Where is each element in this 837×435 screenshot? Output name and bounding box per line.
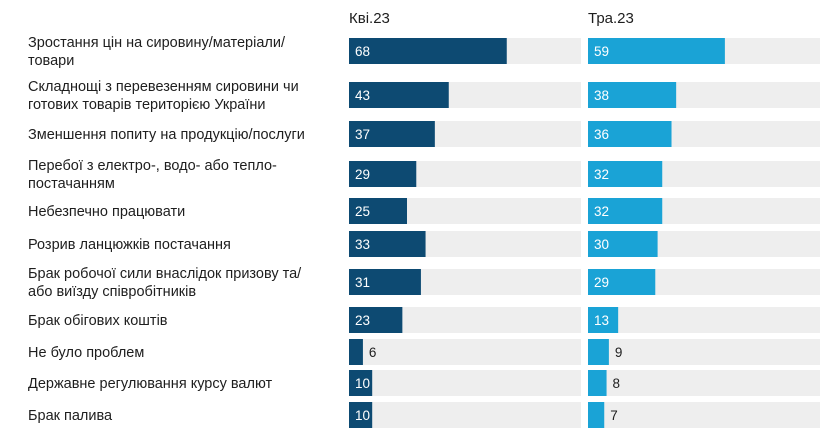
bar-track-s2-9 [588,339,820,365]
category-label-7-line-2: або виїзду співробітників [28,284,196,300]
bar-s2-5 [588,198,663,224]
data-label-s2-1: 59 [594,44,609,59]
data-label-s1-10: 10 [355,376,370,391]
bar-track-s2-8 [588,307,820,333]
category-label-2-line-2: готових товарів територією України [28,97,266,113]
category-label-10: Державне регулювання курсу валют [28,376,273,392]
bar-s2-11 [588,402,605,428]
bar-s2-3 [588,121,672,147]
data-label-s1-9: 6 [369,345,377,360]
data-label-s1-3: 37 [355,127,370,142]
data-label-s2-5: 32 [594,204,609,219]
bar-s1-5 [349,198,407,224]
bar-s2-6 [588,231,658,257]
bar-track-s2-10 [588,370,820,396]
category-label-9: Не було проблем [28,345,144,361]
category-label-6: Розрив ланцюжків постачання [28,237,231,253]
bar-s2-1 [588,38,725,64]
data-label-s1-11: 10 [355,408,370,423]
series-title-1: Кві.23 [349,10,390,27]
data-label-s2-7: 29 [594,275,609,290]
bar-s1-2 [349,82,449,108]
category-label-11: Брак палива [28,408,113,424]
category-label-8: Брак обігових коштів [28,313,168,329]
bar-s2-10 [588,370,607,396]
data-label-s2-9: 9 [615,345,623,360]
bar-s1-4 [349,161,417,187]
series-title-2: Тра.23 [588,10,634,27]
data-label-s2-4: 32 [594,167,609,182]
bar-s1-9 [349,339,363,365]
bar-s1-10 [349,370,373,396]
data-label-s2-3: 36 [594,127,609,142]
bar-s1-8 [349,307,403,333]
data-label-s1-5: 25 [355,204,370,219]
bar-s2-9 [588,339,609,365]
bar-s1-1 [349,38,507,64]
data-label-s1-7: 31 [355,275,370,290]
data-label-s1-8: 23 [355,313,370,328]
data-label-s2-8: 13 [594,313,609,328]
data-label-s2-10: 8 [613,376,621,391]
category-label-1-line-1: Зростання цін на сировину/матеріали/ [28,35,286,51]
bar-s2-8 [588,307,619,333]
category-label-7-line-1: Брак робочої сили внаслідок призову та/ [28,266,302,282]
category-label-4-line-2: постачанням [28,176,115,192]
bar-s2-7 [588,269,656,295]
category-label-1-line-2: товари [28,53,74,69]
bar-s2-2 [588,82,677,108]
data-label-s1-6: 33 [355,237,370,252]
bar-track-s1-11 [349,402,581,428]
data-label-s2-2: 38 [594,88,609,103]
category-label-2-line-1: Складнощі з перевезенням сировини чи [28,79,299,95]
bar-s2-4 [588,161,663,187]
bar-track-s1-9 [349,339,581,365]
data-label-s1-2: 43 [355,88,370,103]
bar-track-s1-10 [349,370,581,396]
data-label-s2-11: 7 [610,408,618,423]
bar-track-s2-11 [588,402,820,428]
bar-s1-6 [349,231,426,257]
category-label-5: Небезпечно працювати [28,204,185,220]
data-label-s1-4: 29 [355,167,370,182]
data-label-s1-1: 68 [355,44,370,59]
category-label-4-line-1: Перебої з електро-, водо- або тепло- [28,158,277,174]
bar-s1-3 [349,121,435,147]
bar-s1-11 [349,402,373,428]
data-label-s2-6: 30 [594,237,609,252]
category-label-3: Зменшення попиту на продукцію/послуги [28,127,305,143]
bar-s1-7 [349,269,421,295]
